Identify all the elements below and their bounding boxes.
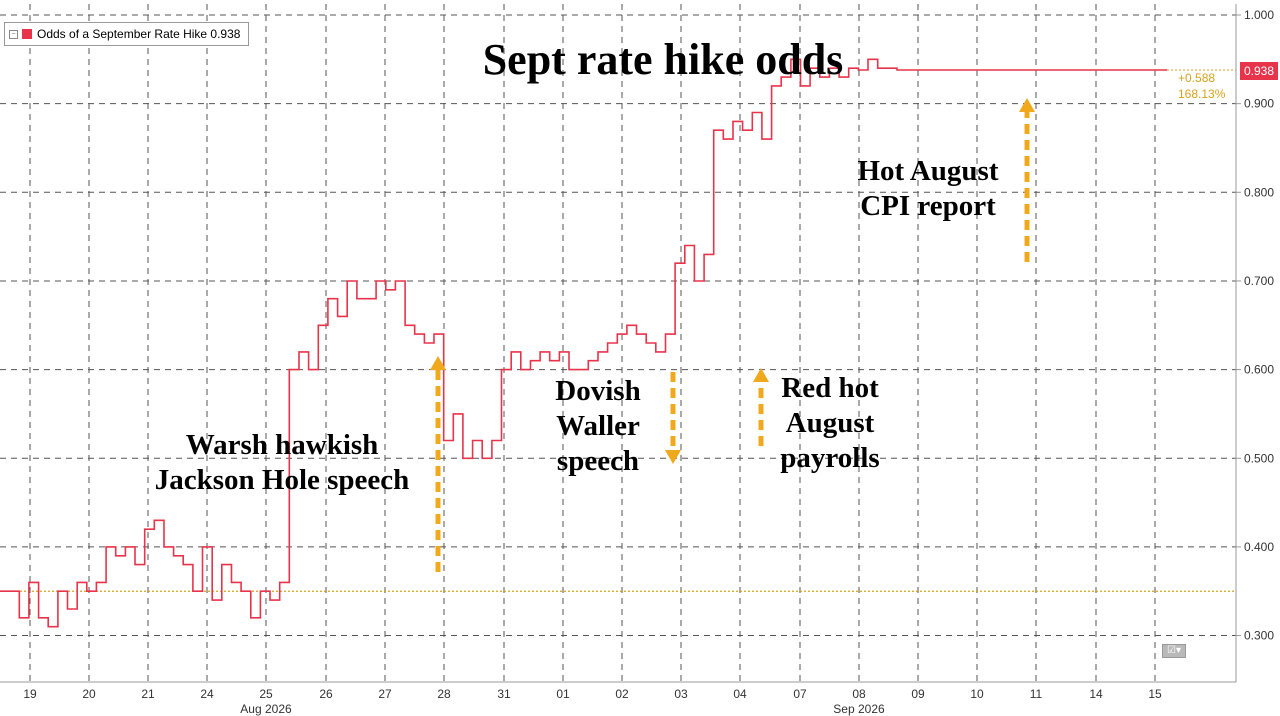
x-tick-label: 27 [378, 687, 392, 701]
axis-layer: 1.000 0.900 0.800 0.700 0.600 0.500 0.400 0.300… [0, 4, 1274, 716]
annotation-waller: Dovish Waller speech [555, 375, 641, 477]
arrow-cpi-head [1019, 98, 1035, 112]
x-tick-label: 24 [200, 687, 214, 701]
annotation-warsh: Warsh hawkish Jackson Hole speech [154, 429, 410, 496]
y-tick-label: 0.400 [1244, 540, 1274, 554]
annotation-arrows [430, 98, 1035, 572]
x-tick-label: 02 [615, 687, 629, 701]
change-abs: +0.588 [1178, 71, 1216, 85]
arrow-payrolls-head [753, 368, 769, 382]
y-tick-label: 0.600 [1244, 363, 1274, 377]
legend[interactable]: − Odds of a September Rate Hike 0.938 [4, 22, 250, 46]
x-tick-label: 21 [141, 687, 155, 701]
x-tick-label: 03 [674, 687, 688, 701]
x-tick-label: 28 [437, 687, 451, 701]
x-tick-label: 19 [23, 687, 37, 701]
arrow-warsh-head [430, 356, 446, 370]
grid-lines [0, 4, 1236, 682]
chart-options-icon[interactable]: ☑▾ [1162, 644, 1186, 658]
y-tick-label: 1.000 [1244, 8, 1274, 22]
y-tick-label: 0.800 [1244, 185, 1274, 199]
series-line [0, 58, 1167, 628]
y-tick-label: 0.900 [1244, 97, 1274, 111]
x-tick-label: 08 [852, 687, 866, 701]
legend-swatch [22, 29, 32, 39]
y-tick-label: 0.700 [1244, 274, 1274, 288]
legend-toggle-icon[interactable]: − [9, 29, 18, 39]
x-month-label: Aug 2026 [240, 702, 292, 716]
annotation-cpi: Hot August CPI report [857, 155, 999, 222]
x-tick-label: 11 [1030, 687, 1043, 701]
y-tick-label: 0.300 [1244, 629, 1274, 643]
x-tick-label: 09 [911, 687, 925, 701]
x-tick-label: 31 [497, 687, 511, 701]
x-tick-label: 10 [970, 687, 984, 701]
legend-label: Odds of a September Rate Hike 0.938 [37, 27, 241, 41]
change-label: +0.588 168.13% [1178, 70, 1225, 102]
x-tick-label: 14 [1089, 687, 1103, 701]
x-tick-label: 25 [259, 687, 273, 701]
x-tick-label: 26 [319, 687, 333, 701]
chart-title: Sept rate hike odds [482, 35, 844, 84]
x-tick-label: 20 [82, 687, 96, 701]
change-pct: 168.13% [1178, 87, 1226, 101]
x-month-label: Sep 2026 [833, 702, 885, 716]
last-value-badge: 0.938 [1240, 62, 1278, 80]
x-tick-label: 15 [1148, 687, 1162, 701]
arrow-waller-head [665, 450, 681, 464]
x-tick-label: 01 [556, 687, 570, 701]
annotation-payrolls: Red hot August payrolls [780, 372, 880, 474]
series-layer [0, 58, 1236, 628]
y-tick-label: 0.500 [1244, 451, 1274, 465]
x-tick-label: 04 [733, 687, 747, 701]
x-tick-label: 07 [793, 687, 807, 701]
